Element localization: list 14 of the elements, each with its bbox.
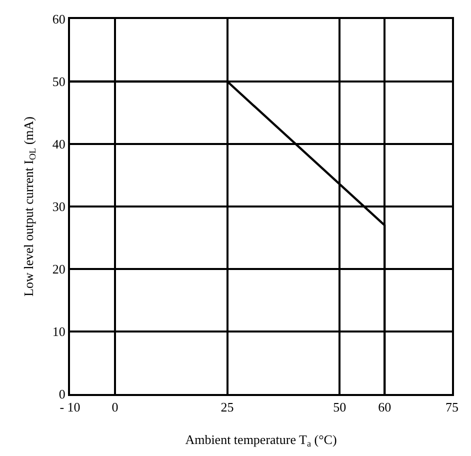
y-tick-label: 0 [58,386,66,402]
x-tick-label: - 10 [60,400,80,415]
x-tick-label: 60 [378,400,392,415]
x-tick-label: 50 [333,400,346,415]
y-tick-label: 30 [52,199,66,214]
y-tick-label: 20 [52,262,66,277]
y-tick-label: 10 [52,324,66,340]
x-tick-label: 25 [220,400,234,415]
y-tick-label: 40 [52,136,66,152]
y-tick-label: 60 [52,12,66,27]
y-tick-label: 50 [52,74,66,90]
x-tick-label: 0 [112,400,118,415]
x-axis-title: Ambient temperature T$_{a}$ (°C) [185,432,337,449]
x-tick-label: 75 [446,400,458,415]
